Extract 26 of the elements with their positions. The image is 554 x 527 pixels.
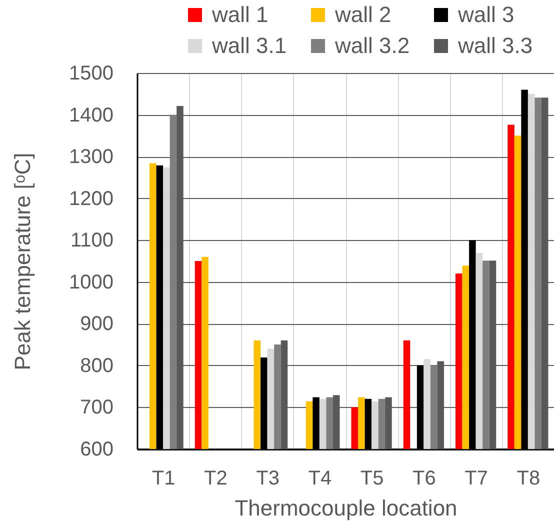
y-tick-label: 600 xyxy=(80,438,114,460)
legend-label: wall 3.3 xyxy=(457,33,533,58)
x-tick-label: T7 xyxy=(464,468,488,490)
y-tick-label: 1000 xyxy=(69,271,114,294)
x-tick-label: T8 xyxy=(516,468,540,490)
y-axis-title: Peak temperature [ᵒC] xyxy=(10,152,36,370)
legend-label: wall 2 xyxy=(334,2,392,27)
y-tick-label: 1400 xyxy=(69,104,114,126)
y-tick-label: 1300 xyxy=(69,146,114,168)
x-tick-label: T6 xyxy=(412,468,436,490)
x-tick-label: T1 xyxy=(152,468,176,490)
x-tick-label: T5 xyxy=(360,468,384,490)
x-tick-label: T4 xyxy=(308,468,332,490)
legend-label: wall 1 xyxy=(211,2,268,27)
y-tick-label: 800 xyxy=(80,354,114,377)
x-tick-label: T2 xyxy=(204,468,228,490)
y-tick-label: 1200 xyxy=(69,188,114,210)
legend-label: wall 3.1 xyxy=(211,33,287,58)
x-axis-title: Thermocouple location xyxy=(234,496,458,520)
legend-label: wall 3.2 xyxy=(334,33,410,58)
y-tick-label: 900 xyxy=(80,313,114,336)
y-tick-label: 1100 xyxy=(70,230,114,252)
y-tick-label: 1500 xyxy=(69,62,114,84)
y-tick-label: 700 xyxy=(80,396,114,419)
legend-label: wall 3 xyxy=(457,2,514,27)
x-tick-label: T3 xyxy=(256,468,280,490)
